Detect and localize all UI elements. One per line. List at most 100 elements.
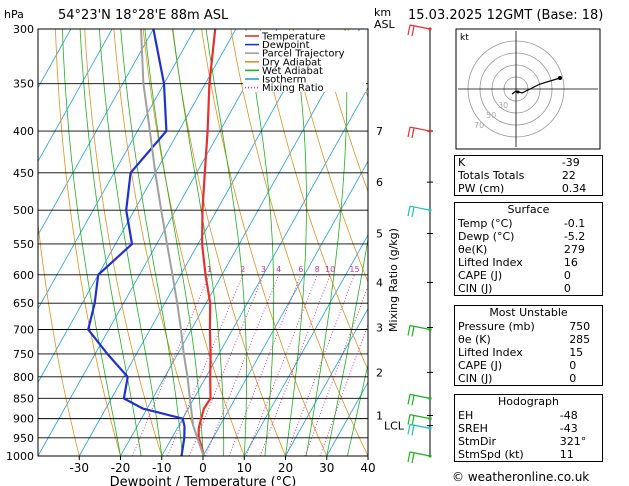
mixing-ratio-label: 10	[325, 265, 335, 274]
isotherm-line	[120, 29, 360, 456]
index-row: K -39	[455, 156, 602, 169]
hodograph-unit-label: kt	[460, 33, 469, 43]
axes: 3003504004505005506006507007508008509009…	[6, 23, 376, 486]
wind-barb-shaft	[409, 414, 431, 420]
mixing-ratio-label: 2	[240, 265, 245, 274]
mixing-ratio-line	[167, 274, 244, 456]
mu-row: θe (K) 285	[458, 333, 591, 346]
hodograph-trace	[511, 77, 561, 95]
height-tick-label: 3	[376, 321, 383, 334]
dry-adiabat-line	[84, 29, 163, 456]
height-tick-label: 4	[376, 276, 383, 289]
wet-adiabat-line	[61, 29, 121, 456]
wind-barb-shaft	[409, 451, 431, 457]
wet-adiabat-line	[326, 236, 368, 456]
wind-barb-base	[428, 454, 432, 458]
isotherm-line	[38, 29, 154, 236]
surface-row: CAPE (J) 0	[458, 269, 571, 282]
mixing-ratio-label: 8	[315, 265, 320, 274]
wind-barb-shaft	[409, 393, 431, 399]
wind-barb-flag	[407, 451, 411, 463]
x-tick-label: 0	[199, 461, 207, 475]
pressure-tick-label: 750	[13, 348, 34, 361]
wind-barb-flag	[407, 414, 411, 425]
hodo-row: EH -48	[458, 409, 578, 422]
isotherm-line	[78, 29, 319, 456]
mixing-ratio-label: 3	[261, 265, 266, 274]
wind-barb-flag	[411, 415, 415, 426]
most-unstable-box: Most Unstable Pressure (mb) 750 θe (K) 285…	[454, 305, 603, 386]
wind-barb-shaft	[409, 423, 431, 429]
wind-barb	[407, 393, 432, 406]
hodograph-stats-box: Hodograph EH -48 SREH -43 StmDir 321° StmSp…	[454, 394, 603, 462]
surface-row: θe(K) 279	[458, 243, 585, 256]
x-tick-label: 20	[278, 461, 293, 475]
dry-adiabat-line	[55, 29, 121, 456]
pressure-tick-label: 650	[13, 297, 34, 310]
wind-barb-flag	[407, 206, 411, 217]
hodo-row: StmDir 321°	[458, 435, 587, 448]
wind-barb-flag	[411, 207, 415, 218]
wind-barb	[407, 423, 432, 436]
height-tick-label: 1	[376, 409, 383, 422]
mixing-ratio-line	[188, 274, 264, 456]
index-label: PW (cm)	[458, 182, 505, 195]
legend-label: Wet Adiabat	[262, 66, 323, 77]
hodograph-stats-title: Hodograph	[498, 395, 559, 408]
wind-barbs	[407, 24, 432, 464]
wind-barb	[407, 24, 432, 37]
x-axis-label: Dewpoint / Temperature (°C)	[110, 475, 297, 486]
mixing-ratio-axis-label: Mixing Ratio (g/kg)	[387, 228, 400, 332]
wind-barb	[407, 451, 432, 464]
surface-row: Temp (°C) -0.1	[458, 217, 586, 230]
legend-label: Dry Adiabat	[262, 57, 321, 68]
wind-barb-flag	[407, 24, 411, 36]
pressure-tick-label: 850	[13, 392, 34, 405]
pressure-tick-label: 550	[13, 238, 34, 251]
wind-barb-base	[428, 27, 432, 31]
km-unit-label: km	[374, 6, 392, 19]
pressure-unit-label: hPa	[4, 8, 24, 21]
dry-adiabat-line	[38, 220, 80, 456]
wind-barb-flag	[407, 325, 411, 336]
isotherm-line	[38, 29, 113, 163]
mixing-ratio-label: 4	[276, 265, 281, 274]
dry-adiabat-line	[318, 29, 368, 193]
hodograph-end-point	[558, 76, 562, 80]
index-row: Totals Totals 22	[455, 169, 602, 182]
sounding-lines: 1 2 3 4 6 8 10 15 20 25	[87, 29, 377, 456]
credit-text: © weatheronline.co.uk	[452, 470, 590, 484]
wind-barb	[407, 205, 432, 218]
wind-barb-base	[428, 417, 432, 421]
mixing-ratio-line	[228, 274, 302, 456]
series-parcel-trajectory	[140, 29, 205, 456]
mixing-ratio-label: 20	[367, 265, 377, 274]
wind-barb-base	[428, 129, 432, 133]
index-value: -39	[561, 156, 580, 169]
mu-row: CIN (J) 0	[458, 372, 577, 385]
pressure-tick-label: 950	[13, 432, 34, 445]
isotherm-line	[326, 381, 368, 456]
index-label: K	[458, 156, 466, 169]
x-tick-label: -20	[111, 461, 131, 475]
height-tick-label: LCL	[384, 420, 405, 433]
height-tick-label: 6	[376, 176, 383, 189]
surface-row: Lifted Index 16	[458, 256, 578, 269]
hodograph-ring-label: 70	[474, 121, 484, 130]
isotherm-line	[285, 307, 368, 456]
index-value: 0.34	[561, 182, 587, 195]
hodograph-ring-label: 30	[498, 101, 508, 110]
dry-adiabat-line	[288, 29, 368, 284]
mixing-ratio-line	[245, 274, 318, 456]
wind-barb	[407, 324, 432, 337]
wind-barb-flag	[411, 25, 415, 37]
surface-box: Surface Temp (°C) -0.1 Dewp (°C) -5.2 θe(K…	[454, 202, 603, 296]
isotherm-line	[38, 29, 237, 384]
mixing-ratio-label: 1	[207, 265, 212, 274]
legend-label: Mixing Ratio	[262, 83, 324, 94]
wind-barb-shaft	[409, 205, 431, 211]
